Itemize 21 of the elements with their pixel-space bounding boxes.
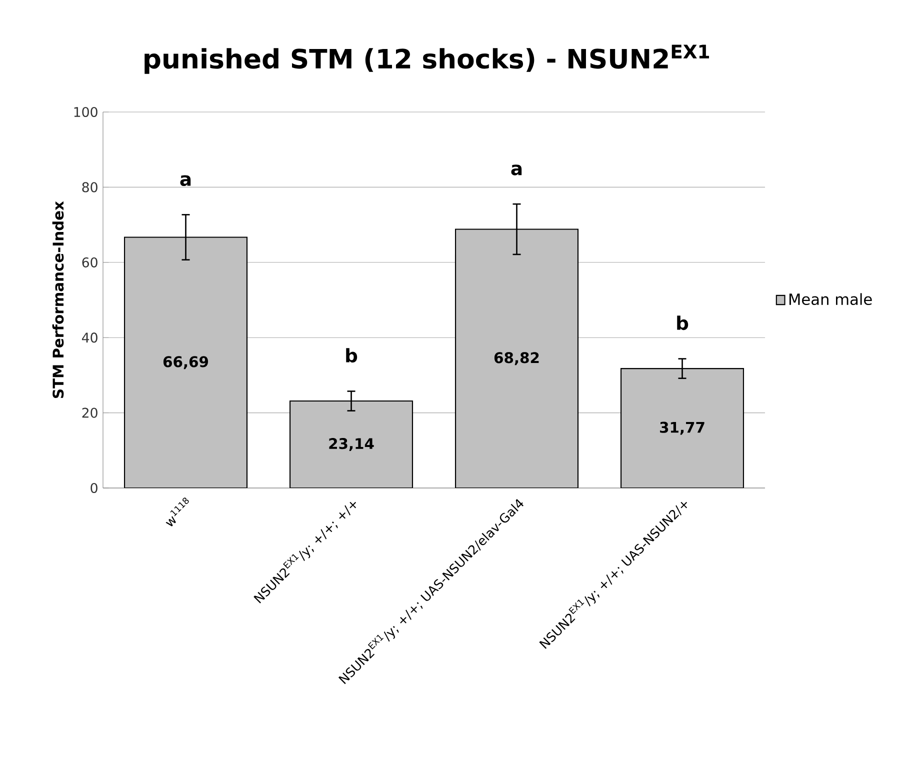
legend-label: Mean male [789, 293, 872, 306]
bar [289, 400, 414, 488]
y-tick-label: 20 [82, 408, 98, 418]
annotation: a [180, 175, 191, 186]
data-label: 68,82 [494, 352, 539, 366]
data-label: 31,77 [660, 422, 704, 435]
chart-title: punished STM (12 shocks) - NSUN2$^{EX1}$ [144, 44, 710, 74]
data-label: 66,69 [163, 356, 208, 370]
annotation: b [677, 316, 688, 330]
y-tick-label: 40 [82, 332, 98, 343]
bar [454, 228, 579, 488]
data-label: 23,14 [329, 438, 374, 451]
bar [620, 368, 744, 488]
y-axis-title: STM Performance-Index [52, 201, 64, 398]
y-tick-label: 80 [82, 182, 98, 192]
y-tick-label: 60 [82, 257, 98, 268]
annotation: a [511, 164, 522, 176]
annotation: b [346, 348, 358, 363]
y-tick-label: 0 [90, 482, 98, 494]
bar [124, 236, 248, 488]
y-tick-label: 100 [74, 106, 98, 118]
